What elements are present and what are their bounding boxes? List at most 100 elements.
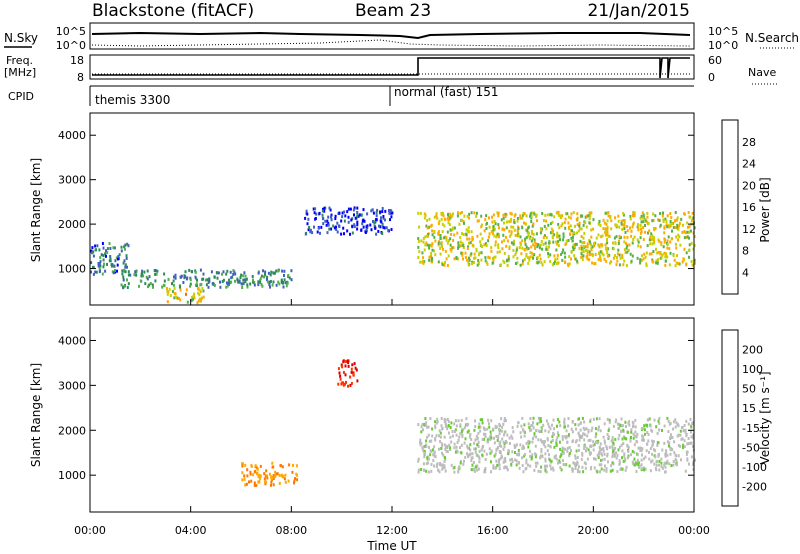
scatter-cell bbox=[206, 278, 209, 282]
scatter-cell bbox=[475, 434, 478, 438]
velocity-colorbar-tick: -100 bbox=[742, 461, 767, 474]
scatter-cell bbox=[424, 423, 427, 427]
scatter-cell bbox=[471, 468, 474, 472]
scatter-cell bbox=[587, 448, 590, 452]
scatter-cell bbox=[179, 285, 181, 289]
scatter-cell bbox=[689, 229, 692, 233]
scatter-cell bbox=[623, 219, 626, 222]
scatter-cell bbox=[92, 265, 95, 269]
scatter-cell bbox=[527, 256, 529, 260]
scatter-cell bbox=[426, 226, 429, 230]
scatter-cell bbox=[657, 250, 660, 254]
scatter-cell bbox=[686, 225, 689, 229]
scatter-cell bbox=[668, 422, 671, 426]
scatter-cell bbox=[263, 477, 266, 481]
scatter-cell bbox=[601, 252, 604, 256]
scatter-cell bbox=[449, 448, 452, 452]
scatter-cell bbox=[482, 426, 485, 430]
scatter-cell bbox=[420, 239, 423, 243]
power-ylabel: Slant Range [km] bbox=[29, 158, 43, 262]
scatter-cell bbox=[344, 364, 347, 368]
scatter-cell bbox=[109, 255, 112, 258]
scatter-cell bbox=[104, 269, 107, 273]
scatter-cell bbox=[326, 231, 329, 235]
scatter-cell bbox=[644, 255, 647, 259]
scatter-cell bbox=[653, 462, 656, 466]
scatter-cell bbox=[453, 466, 456, 469]
scatter-cell bbox=[451, 214, 454, 218]
scatter-cell bbox=[453, 422, 456, 426]
scatter-cell bbox=[179, 298, 182, 302]
scatter-cell bbox=[556, 253, 559, 257]
scatter-cell bbox=[429, 453, 432, 457]
scatter-cell bbox=[455, 256, 458, 259]
scatter-cell bbox=[675, 421, 678, 425]
scatter-cell bbox=[571, 420, 574, 423]
scatter-cell bbox=[642, 213, 645, 217]
scatter-cell bbox=[633, 213, 636, 217]
scatter-cell bbox=[677, 227, 680, 231]
scatter-cell bbox=[425, 469, 428, 473]
scatter-cell bbox=[642, 438, 645, 442]
scatter-cell bbox=[258, 479, 261, 483]
scatter-cell bbox=[673, 451, 676, 455]
scatter-cell bbox=[582, 432, 585, 436]
scatter-cell bbox=[537, 429, 540, 433]
scatter-cell bbox=[486, 438, 489, 442]
scatter-cell bbox=[245, 277, 248, 281]
scatter-cell bbox=[261, 284, 264, 288]
scatter-cell bbox=[651, 442, 654, 446]
scatter-cell bbox=[479, 240, 482, 244]
scatter-cell bbox=[563, 417, 566, 421]
scatter-cell bbox=[315, 212, 318, 216]
scatter-cell bbox=[683, 212, 686, 216]
velocity-y-tick-label: 3000 bbox=[58, 379, 86, 392]
scatter-cell bbox=[528, 426, 531, 430]
scatter-cell bbox=[498, 432, 501, 436]
scatter-cell bbox=[241, 286, 244, 289]
scatter-cell bbox=[522, 470, 525, 474]
scatter-cell bbox=[502, 460, 505, 464]
scatter-cell bbox=[648, 252, 651, 256]
scatter-cell bbox=[493, 227, 496, 231]
scatter-cell bbox=[313, 211, 316, 215]
scatter-cell bbox=[463, 214, 466, 218]
scatter-cell bbox=[626, 250, 629, 254]
scatter-cell bbox=[350, 381, 353, 385]
scatter-cell bbox=[260, 274, 263, 278]
scatter-cell bbox=[623, 248, 626, 252]
scatter-cell bbox=[660, 465, 663, 468]
scatter-cell bbox=[194, 275, 197, 279]
scatter-cell bbox=[250, 479, 253, 483]
scatter-cell bbox=[201, 286, 204, 290]
scatter-cell bbox=[439, 237, 442, 240]
scatter-cell bbox=[682, 446, 684, 450]
scatter-cell bbox=[636, 458, 639, 462]
scatter-cell bbox=[501, 240, 503, 244]
scatter-cell bbox=[491, 261, 494, 265]
scatter-cell bbox=[583, 241, 586, 244]
scatter-cell bbox=[417, 245, 420, 249]
scatter-cell bbox=[542, 423, 545, 427]
scatter-cell bbox=[664, 454, 667, 458]
scatter-cell bbox=[552, 229, 554, 233]
scatter-cell bbox=[494, 424, 497, 428]
scatter-cell bbox=[521, 456, 524, 460]
scatter-cell bbox=[439, 246, 442, 250]
scatter-cell bbox=[419, 260, 422, 264]
scatter-cell bbox=[600, 458, 602, 462]
scatter-cell bbox=[572, 461, 575, 465]
scatter-cell bbox=[641, 438, 644, 442]
scatter-cell bbox=[511, 450, 514, 454]
scatter-cell bbox=[679, 433, 682, 437]
scatter-cell bbox=[383, 226, 386, 230]
scatter-cell bbox=[509, 234, 512, 238]
scatter-cell bbox=[427, 425, 430, 429]
nsky-tick-top: 10^5 bbox=[56, 25, 86, 38]
scatter-cell bbox=[613, 452, 616, 456]
scatter-cell bbox=[559, 460, 562, 464]
scatter-cell bbox=[646, 211, 649, 215]
scatter-cell bbox=[481, 245, 483, 249]
power-colorbar-frame bbox=[721, 119, 739, 295]
scatter-cell bbox=[425, 241, 428, 245]
